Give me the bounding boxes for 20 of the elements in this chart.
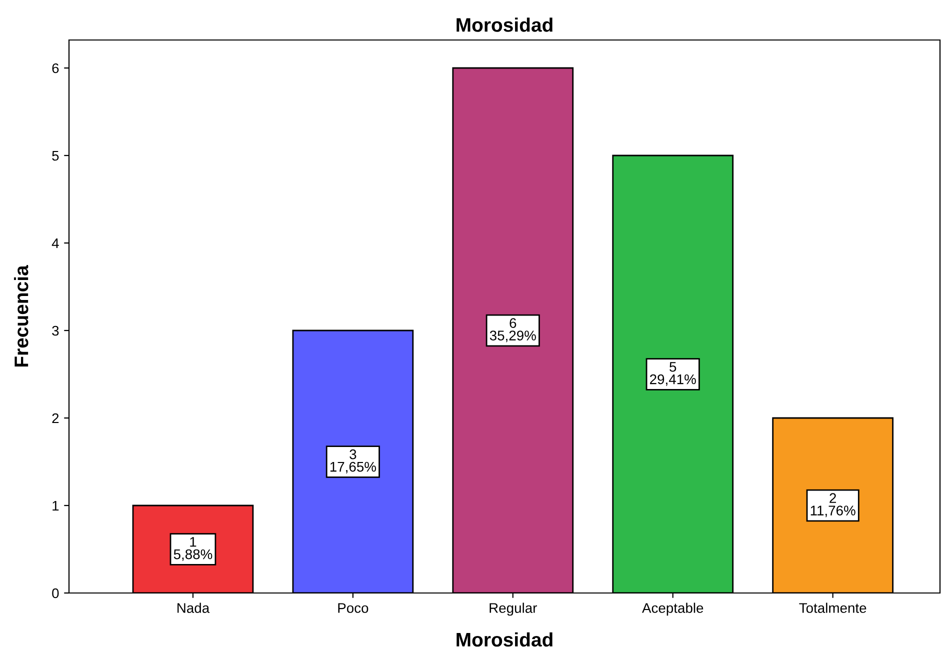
chart-title: Morosidad [456,18,552,32]
x-tick-label: Aceptable [642,602,704,616]
y-tick-label: 3 [52,326,59,336]
data-label: 2 11,76% [810,493,856,518]
x-tick-label: Regular [490,602,537,616]
data-label: 3 17,65% [330,449,376,474]
x-tick-label: Totalmente [799,602,866,613]
y-tick-label: 2 [52,413,59,424]
data-label: 1 5,88% [174,537,212,561]
y-tick-label: 6 [52,63,59,74]
y-tick-label: 5 [52,150,59,161]
x-tick-label: Nada [178,602,210,613]
x-axis-title: Morosidad [456,632,552,647]
y-tick-label: 4 [52,238,59,248]
x-tick-label: Poco [338,603,368,613]
data-label: 6 35,29% [490,318,536,342]
data-label: 5 29,41% [650,362,696,386]
y-tick-label: 1 [52,500,59,511]
y-tick-label: 0 [52,588,59,598]
y-axis-title: Frecuencia [14,265,28,367]
